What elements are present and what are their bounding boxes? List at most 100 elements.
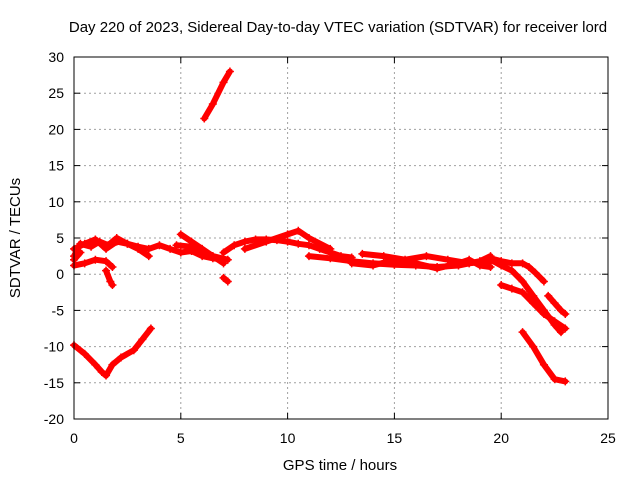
data-point <box>507 284 516 293</box>
data-point <box>539 310 548 319</box>
data-point <box>497 261 506 270</box>
data-point <box>529 299 538 308</box>
data-point <box>80 349 89 358</box>
data-point <box>240 237 249 246</box>
data-point <box>326 244 335 253</box>
y-tick-label: 20 <box>48 121 64 137</box>
data-point <box>561 310 570 319</box>
data-point <box>76 239 85 248</box>
data-series-arc-s <box>519 329 569 385</box>
data-series-arc-k <box>241 227 334 252</box>
data-point <box>443 255 452 264</box>
data-point <box>524 262 533 271</box>
data-point <box>112 234 121 242</box>
y-tick-labels: -20 -15 -10 -5 0 5 10 15 20 25 30 <box>44 49 64 427</box>
y-tick-label: 10 <box>48 194 64 210</box>
data-point <box>529 291 538 300</box>
data-point <box>294 239 303 248</box>
data-point <box>529 342 538 351</box>
data-point <box>146 324 155 333</box>
data-point <box>219 78 228 87</box>
data-point <box>561 324 570 333</box>
data-point <box>401 255 410 264</box>
data-point <box>507 266 516 275</box>
data-point <box>223 277 232 286</box>
data-point <box>518 259 527 268</box>
data-point <box>539 360 548 369</box>
x-tick-label: 0 <box>70 430 78 446</box>
y-axis-label: SDTVAR / TECUs <box>7 178 24 298</box>
y-tick-label: 5 <box>56 230 64 246</box>
data-point <box>219 248 228 257</box>
data-point <box>104 241 113 250</box>
data-series-arc-i <box>201 68 233 122</box>
data-point <box>240 244 249 253</box>
data-point <box>539 277 548 286</box>
data-point <box>544 291 553 300</box>
x-tick-labels: 0 5 10 15 20 25 <box>70 430 616 446</box>
y-tick-label: 15 <box>48 158 64 174</box>
data-point <box>76 248 85 257</box>
data-point <box>198 244 207 253</box>
data-point <box>347 259 356 268</box>
data-point <box>102 257 111 266</box>
data-point <box>97 367 106 376</box>
data-point <box>433 264 442 273</box>
x-tick-label: 20 <box>493 430 509 446</box>
data-point <box>223 255 232 264</box>
data-point <box>108 360 117 369</box>
y-tick-label: -10 <box>44 339 64 355</box>
data-point <box>557 306 566 315</box>
data-point <box>219 273 228 282</box>
data-point <box>102 371 111 380</box>
data-point <box>550 299 559 308</box>
data-point <box>95 237 104 246</box>
y-tick-label: -15 <box>44 375 64 391</box>
x-tick-label: 10 <box>280 430 296 446</box>
data-point <box>144 244 153 253</box>
data-point <box>225 67 234 76</box>
data-point <box>518 277 527 286</box>
data-point <box>129 346 138 355</box>
data-point <box>208 100 217 109</box>
data-point <box>208 252 217 261</box>
data-point <box>80 259 89 268</box>
data-point <box>123 239 132 248</box>
data-point <box>379 252 388 261</box>
data-point <box>138 335 147 344</box>
x-tick-label: 25 <box>600 430 616 446</box>
data-point <box>200 114 209 123</box>
data-point <box>358 249 367 258</box>
data-series-arc-t <box>71 249 84 263</box>
data-series-arc-d <box>103 267 116 289</box>
data-point <box>187 237 196 246</box>
data-point <box>176 248 185 257</box>
data-point <box>102 266 111 275</box>
data-point <box>557 328 566 337</box>
data-point <box>155 241 164 250</box>
y-tick-label: -5 <box>52 302 65 318</box>
data-point <box>108 281 117 290</box>
data-point <box>283 237 292 246</box>
data-point <box>144 252 153 261</box>
data-point <box>531 268 540 277</box>
x-axis-label: GPS time / hours <box>283 457 397 474</box>
data-point <box>326 254 335 263</box>
data-point <box>304 252 313 261</box>
data-point <box>518 288 527 297</box>
data-point <box>304 241 313 250</box>
data-point <box>87 242 96 251</box>
data-point <box>176 230 185 239</box>
chart-title: Day 220 of 2023, Sidereal Day-to-day VTE… <box>69 19 607 36</box>
data-point <box>294 226 303 235</box>
data-point <box>304 234 313 242</box>
data-point <box>283 230 292 239</box>
data-point <box>422 252 431 261</box>
data-point <box>91 255 100 264</box>
data-point <box>497 281 506 290</box>
plot-frame <box>73 56 609 420</box>
data-point <box>91 360 100 369</box>
data-series-arc-r <box>545 292 569 317</box>
y-tick-label: -20 <box>44 411 64 427</box>
